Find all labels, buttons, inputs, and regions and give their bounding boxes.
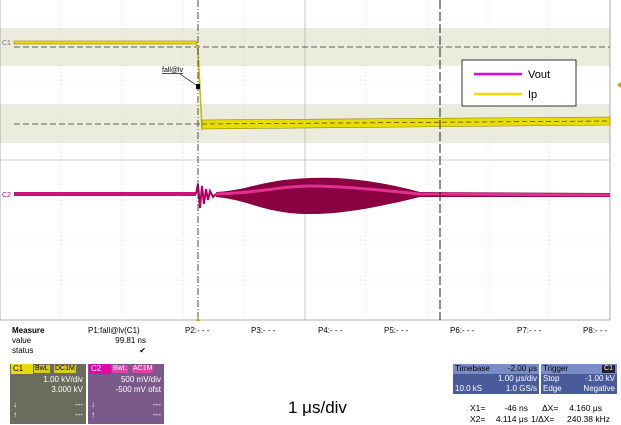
c1-trace xyxy=(13,40,611,132)
time-scale-caption: 1 μs/div xyxy=(288,398,347,417)
c1-bwl-badge: BwL xyxy=(34,365,50,373)
c2-scale: 500 mV/div xyxy=(120,375,161,384)
c2-row3: --- xyxy=(153,400,161,409)
fall-marker-label: fall@lv xyxy=(162,67,184,74)
c1-row3: --- xyxy=(75,400,83,409)
legend-vout-label: Vout xyxy=(528,69,550,81)
trigger-box[interactable]: Trigger C1 Stop -1.00 kV Edge Negative xyxy=(541,364,617,394)
c2-up-arrow-icon: ↑ xyxy=(91,410,95,419)
param-p5[interactable]: P5:- - - xyxy=(384,326,409,335)
fall-marker: fall@lv xyxy=(162,67,200,89)
c2-row4: --- xyxy=(153,410,161,419)
trigger-type: Edge xyxy=(543,384,562,393)
timebase-title: Timebase xyxy=(455,364,490,373)
trigger-position-marker xyxy=(196,317,200,321)
param-p2[interactable]: P2:- - - xyxy=(185,326,210,335)
cursor-dx-label: ΔX= xyxy=(542,403,559,413)
param-p1[interactable]: P1:fall@lv(C1) xyxy=(88,326,140,335)
cursor-x1-value: -46 ns xyxy=(504,403,528,413)
cursor-x2-value: 4.114 μs xyxy=(495,414,528,424)
c2-bwl-badge: BwL xyxy=(112,365,128,373)
timebase-rate: 1.0 GS/s xyxy=(505,384,537,393)
cursor-inv-value: 240.38 kHz xyxy=(567,414,610,424)
c2-coupling-badge: AC1M xyxy=(132,365,154,373)
param-p3[interactable]: P3:- - - xyxy=(251,326,276,335)
c2-down-arrow-icon: ↓ xyxy=(91,400,95,409)
waveform-display[interactable]: C1 C2 fall@lv Vout Ip xyxy=(0,0,621,325)
legend: Vout Ip xyxy=(461,59,577,107)
cursor-x1-label: X1= xyxy=(470,403,486,413)
param-p7[interactable]: P7:- - - xyxy=(517,326,542,335)
param-p8[interactable]: P8:- - - xyxy=(583,326,608,335)
c1-tag: C1 xyxy=(11,364,33,374)
trigger-level-marker xyxy=(617,82,621,88)
measure-value: 99.81 ns xyxy=(115,336,146,345)
trigger-source-badge: C1 xyxy=(602,365,615,373)
c1-row4: --- xyxy=(75,410,83,419)
c1-descriptor-box[interactable]: C1 BwL DC1M 1.00 kV/div 3.000 kV ↓ --- ↑… xyxy=(10,364,86,424)
c2-trace xyxy=(14,177,611,214)
measure-status-label: status xyxy=(12,346,34,355)
c1-scale: 1.00 kV/div xyxy=(43,375,83,384)
measure-title: Measure xyxy=(12,326,45,335)
timebase-box[interactable]: Timebase -2.00 μs 1.00 μs/div 10.0 kS 1.… xyxy=(453,364,539,394)
trigger-slope: Negative xyxy=(583,384,615,393)
param-p4[interactable]: P4:- - - xyxy=(318,326,343,335)
timebase-samples: 10.0 kS xyxy=(455,384,483,393)
trigger-level: -1.00 kV xyxy=(585,374,615,383)
c1-channel-label: C1 xyxy=(2,40,11,47)
cursor-x2-label: X2= xyxy=(470,414,486,424)
c1-coupling-badge: DC1M xyxy=(54,365,76,373)
measure-status-check-icon: ✔ xyxy=(139,346,146,355)
timebase-delay: -2.00 μs xyxy=(507,364,537,373)
c1-up-arrow-icon: ↑ xyxy=(13,410,17,419)
c2-tag: C2 xyxy=(89,364,111,374)
legend-ip-label: Ip xyxy=(528,89,537,101)
timebase-per-div: 1.00 μs/div xyxy=(453,374,539,384)
cursor-dx-value: 4.160 μs xyxy=(569,403,602,413)
cursor-inv-label: 1/ΔX= xyxy=(531,414,555,424)
param-p6[interactable]: P6:- - - xyxy=(450,326,475,335)
measure-value-label: value xyxy=(12,336,32,345)
c1-down-arrow-icon: ↓ xyxy=(13,400,17,409)
c2-descriptor-box[interactable]: C2 BwL AC1M 500 mV/div -500 mV ofst ↓ --… xyxy=(88,364,164,424)
c2-offset: -500 mV ofst xyxy=(115,385,161,394)
trigger-mode: Stop xyxy=(543,374,560,383)
c1-offset: 3.000 kV xyxy=(51,385,83,394)
trigger-title: Trigger xyxy=(543,364,569,373)
c2-channel-label: C2 xyxy=(2,192,11,199)
